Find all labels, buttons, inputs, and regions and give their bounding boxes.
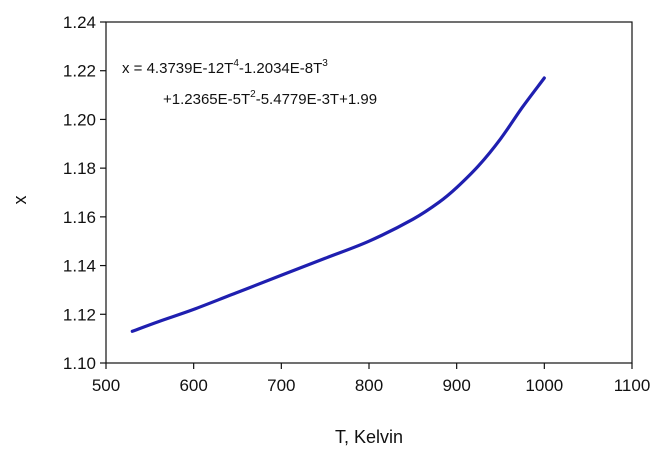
- ticks-layer: [100, 21, 633, 369]
- y-tick-label: 1.18: [63, 159, 96, 178]
- x-tick-label: 1000: [525, 376, 563, 395]
- y-tick-label: 1.14: [63, 257, 96, 276]
- y-tick-label: 1.10: [63, 354, 96, 373]
- y-axis-title: x: [10, 196, 30, 205]
- tick-labels-layer: 500 600 700 800 900 1000 1100 1.10 1.12 1.14 1.16 1…: [63, 13, 650, 395]
- x-axis-title: T, Kelvin: [335, 427, 403, 447]
- equation-line-2: +1.2365E-5T2-5.4779E-3T+1.99: [163, 89, 377, 108]
- x-tick-label: 600: [179, 376, 207, 395]
- y-tick-label: 1.22: [63, 62, 96, 81]
- y-tick-label: 1.20: [63, 110, 96, 129]
- y-tick-label: 1.16: [63, 208, 96, 227]
- series-line: [130, 76, 546, 333]
- x-tick-label: 700: [267, 376, 295, 395]
- x-tick-label: 800: [355, 376, 383, 395]
- y-tick-label: 1.12: [63, 305, 96, 324]
- x-tick-label: 1100: [614, 376, 651, 395]
- y-tick-label: 1.24: [63, 13, 96, 32]
- x-tick-label: 500: [92, 376, 120, 395]
- equation-line-1: x = 4.3739E-12T4-1.2034E-8T3: [122, 58, 328, 77]
- x-tick-label: 900: [442, 376, 470, 395]
